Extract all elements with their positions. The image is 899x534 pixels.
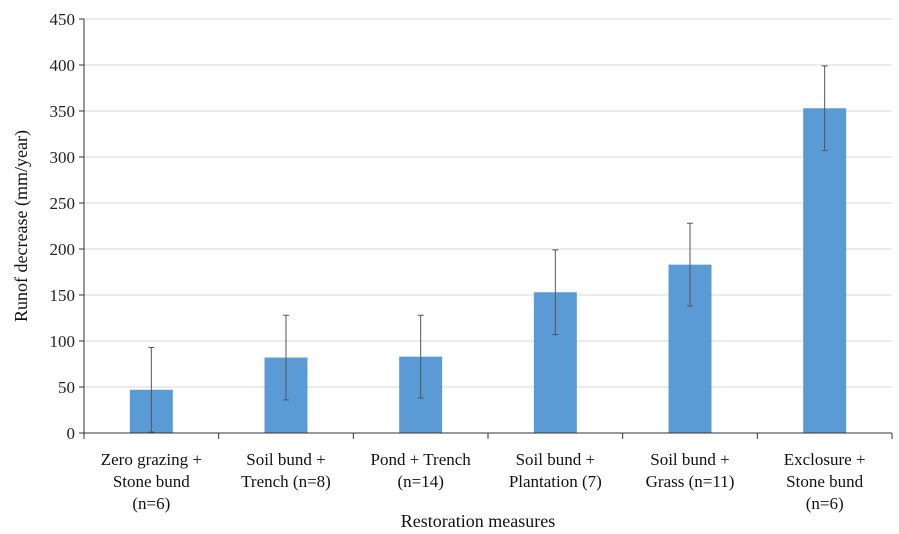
x-category-label-line: Exclosure + bbox=[784, 450, 866, 469]
y-tick-label: 150 bbox=[50, 286, 76, 305]
x-category-labels: Zero grazing + Stone bund (n=6) Soil bund +… bbox=[101, 450, 866, 513]
x-category-label-line: Plantation (7) bbox=[509, 472, 602, 491]
x-category-label-line: Pond + Trench bbox=[371, 450, 472, 469]
x-category-label: Zero grazing + Stone bund (n=6) bbox=[101, 450, 202, 513]
x-category-label-line: Soil bund + bbox=[246, 450, 326, 469]
x-category-label-line: (n=6) bbox=[806, 494, 844, 513]
x-category-label-line: Stone bund bbox=[113, 472, 190, 491]
x-category-label: Soil bund + Trench (n=8) bbox=[241, 450, 331, 491]
x-category-label-line: Stone bund bbox=[786, 472, 863, 491]
error-bars bbox=[148, 65, 828, 433]
x-category-label-line: Trench (n=8) bbox=[241, 472, 331, 491]
x-axis-title: Restoration measures bbox=[401, 511, 555, 531]
y-tick-label: 100 bbox=[50, 332, 76, 351]
x-category-label-line: (n=14) bbox=[397, 472, 443, 491]
axes bbox=[83, 19, 893, 439]
y-tick-label: 50 bbox=[58, 378, 75, 397]
y-tick-label: 350 bbox=[50, 102, 76, 121]
x-category-label: Pond + Trench (n=14) bbox=[371, 450, 472, 491]
y-tick-label: 300 bbox=[50, 148, 76, 167]
x-category-label-line: Soil bund + bbox=[650, 450, 730, 469]
x-category-label: Soil bund + Grass (n=11) bbox=[646, 450, 735, 491]
gridlines bbox=[84, 18, 892, 388]
x-category-label: Soil bund + Plantation (7) bbox=[509, 450, 602, 491]
y-tick-label: 200 bbox=[50, 240, 76, 259]
y-axis-title: Runof decrease (mm/year) bbox=[11, 130, 32, 322]
bar bbox=[803, 108, 847, 434]
x-category-label-line: Soil bund + bbox=[516, 450, 596, 469]
x-category-label: Exclosure + Stone bund (n=6) bbox=[784, 450, 866, 513]
y-tick-label: 450 bbox=[50, 10, 76, 29]
x-category-label-line: (n=6) bbox=[132, 494, 170, 513]
x-category-label-line: Grass (n=11) bbox=[646, 472, 735, 491]
y-tick-labels: 0 50 100 150 200 250 300 350 400 450 bbox=[50, 10, 84, 443]
x-category-label-line: Zero grazing + bbox=[101, 450, 202, 469]
y-tick-label: 400 bbox=[50, 56, 76, 75]
y-tick-label: 250 bbox=[50, 194, 76, 213]
y-tick-label: 0 bbox=[67, 424, 76, 443]
